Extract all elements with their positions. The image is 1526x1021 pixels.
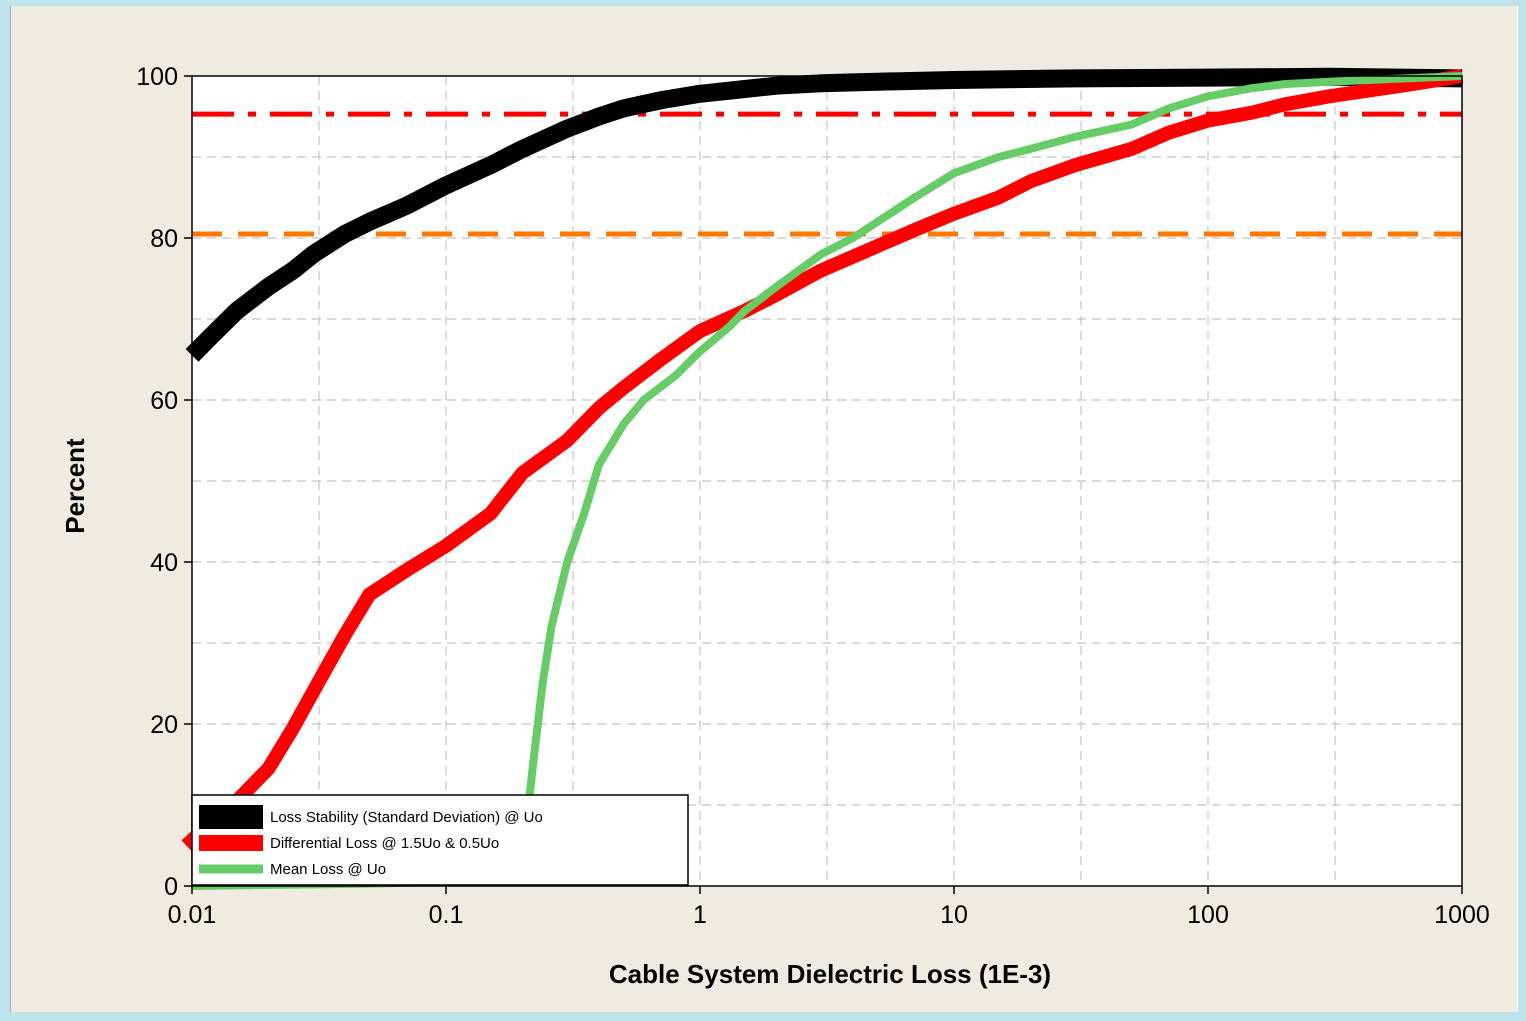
y-tick-label: 0 (164, 873, 178, 901)
legend-swatch (199, 864, 263, 874)
legend-swatch (199, 835, 263, 851)
x-tick-label: 1000 (1434, 901, 1490, 929)
x-tick-label: 10 (940, 901, 968, 929)
y-tick-label: 100 (136, 63, 178, 91)
chart-frame: 0.01 0.1 1 10 100 1000 0 20 40 60 80 100 Loss Stabi… (10, 6, 1518, 1012)
grid-layer (192, 76, 1462, 886)
chart-svg: 0.01 0.1 1 10 100 1000 0 20 40 60 80 100 Loss Stabi… (60, 63, 1490, 989)
x-tick-label: 0.1 (429, 901, 464, 929)
y-axis-title: Percent (60, 438, 90, 534)
y-tick-label: 20 (150, 711, 178, 739)
x-tick-label: 0.01 (168, 901, 217, 929)
legend-box (191, 794, 689, 886)
y-tick-label: 80 (150, 225, 178, 253)
legend-label: Differential Loss @ 1.5Uo & 0.5Uo (270, 835, 499, 852)
x-tick-label: 1 (693, 901, 707, 929)
legend: Loss Stability (Standard Deviation) @ Uo… (191, 794, 689, 886)
x-tick-label: 100 (1187, 901, 1229, 929)
reference-lines (192, 111, 1462, 237)
axis-layer: 0.01 0.1 1 10 100 1000 0 20 40 60 80 100 (136, 63, 1490, 929)
legend-label: Loss Stability (Standard Deviation) @ Uo (270, 809, 543, 826)
x-axis-title: Cable System Dielectric Loss (1E-3) (609, 959, 1051, 989)
y-tick-label: 60 (150, 387, 178, 415)
series-line-1 (185, 67, 1463, 362)
y-tick-label: 40 (150, 549, 178, 577)
plot-border (191, 75, 1463, 887)
legend-label: Mean Loss @ Uo (270, 861, 386, 878)
legend-swatch (199, 805, 263, 829)
